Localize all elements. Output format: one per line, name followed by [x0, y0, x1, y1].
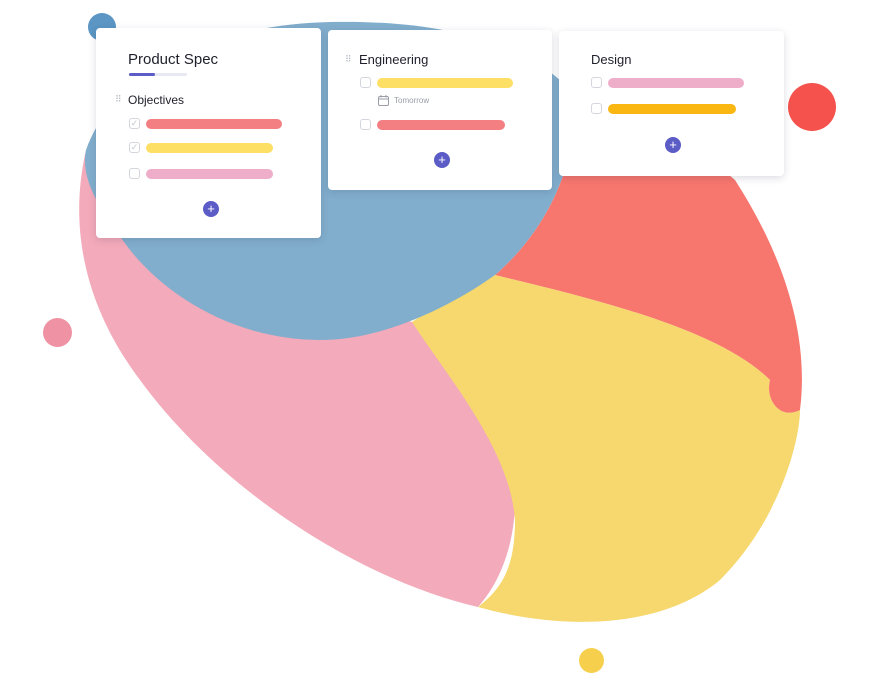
drag-handle-icon[interactable]: ⠿ [115, 94, 122, 104]
add-task-button[interactable]: + [203, 201, 219, 217]
task-bar[interactable] [146, 169, 273, 179]
task-checkbox[interactable] [360, 77, 371, 88]
task-checkbox[interactable]: ✓ [129, 142, 140, 153]
task-bar[interactable] [377, 120, 505, 130]
add-task-button[interactable]: + [665, 137, 681, 153]
section-label: Objectives [128, 93, 185, 107]
blob-red [495, 150, 802, 413]
task-bar[interactable] [608, 78, 744, 88]
check-icon: ✓ [130, 118, 139, 128]
task-bar[interactable] [377, 78, 513, 88]
product-spec-card[interactable]: Product Spec ⠿ Objectives ✓ ✓ + [96, 28, 321, 238]
card-title: Design [591, 52, 632, 67]
task-checkbox[interactable] [129, 168, 140, 179]
decor-dot-pink [43, 318, 72, 347]
task-bar[interactable] [608, 104, 736, 114]
progress-bar [129, 73, 187, 76]
task-bar[interactable] [146, 143, 273, 153]
engineering-card[interactable]: ⠿ Engineering Tomorrow + [328, 30, 552, 190]
progress-fill [129, 73, 156, 76]
decor-dot-red [788, 83, 836, 131]
card-title: Product Spec [128, 51, 219, 68]
decor-dot-yellow [579, 648, 604, 673]
add-task-button[interactable]: + [434, 152, 450, 168]
card-title: Engineering [359, 52, 429, 67]
check-icon: ✓ [130, 142, 139, 152]
task-checkbox[interactable] [591, 77, 602, 88]
blob-yellow [412, 275, 800, 622]
design-card[interactable]: Design + [559, 31, 784, 176]
task-checkbox[interactable]: ✓ [129, 118, 140, 129]
task-checkbox[interactable] [591, 103, 602, 114]
task-bar[interactable] [146, 119, 282, 129]
calendar-icon [378, 95, 389, 106]
due-date-label: Tomorrow [394, 96, 430, 105]
task-checkbox[interactable] [360, 119, 371, 130]
drag-handle-icon[interactable]: ⠿ [345, 54, 352, 64]
